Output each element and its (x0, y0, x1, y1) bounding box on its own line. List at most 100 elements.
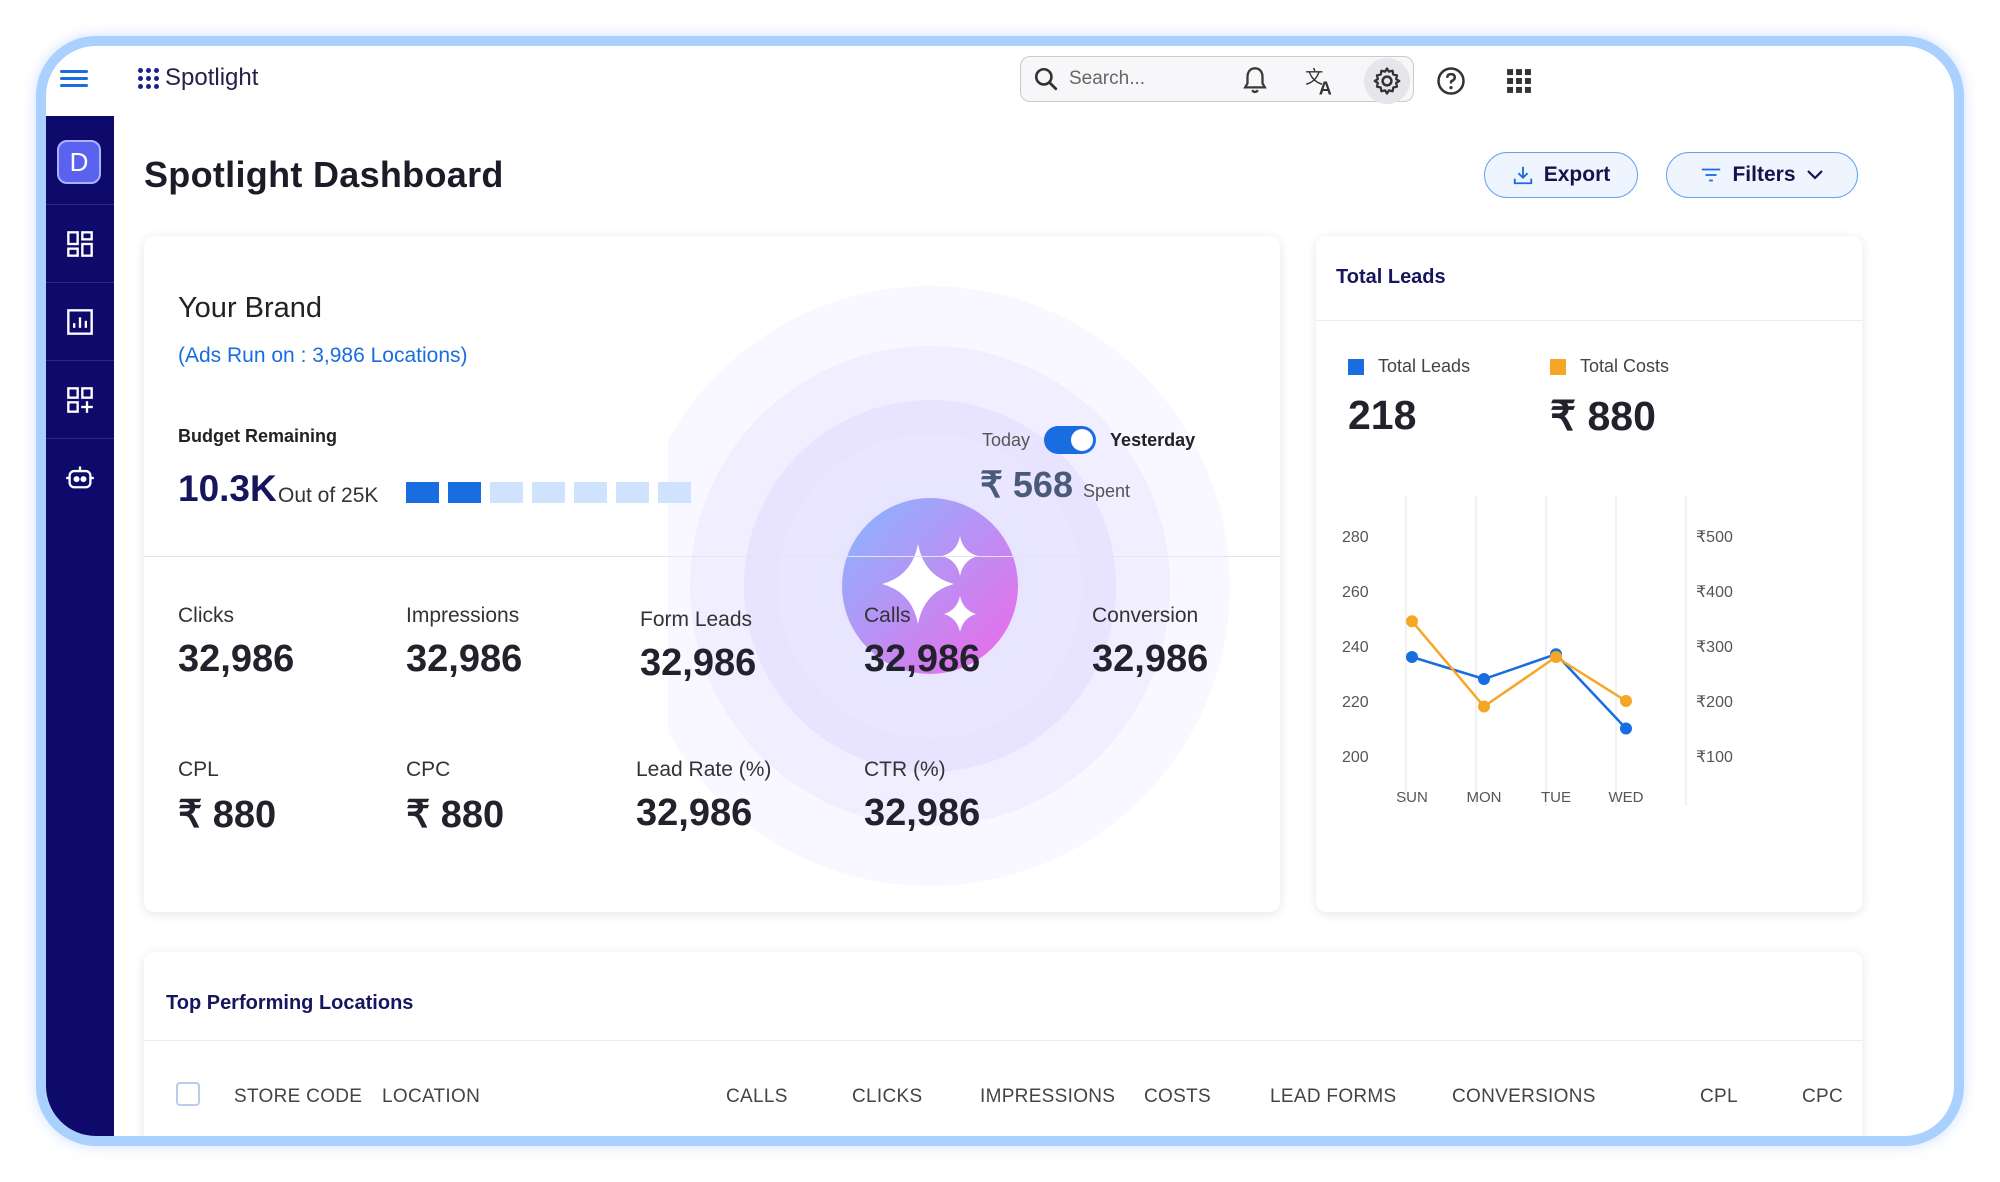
page-title: Spotlight Dashboard (144, 154, 504, 195)
column-header[interactable]: IMPRESSIONS (980, 1086, 1116, 1107)
column-header[interactable]: CLICKS (852, 1086, 923, 1107)
ads-run-locations[interactable]: (Ads Run on : 3,986 Locations) (178, 344, 468, 367)
help-icon[interactable] (1428, 58, 1474, 104)
top-bar: Spotlight 文A (46, 46, 1954, 116)
export-label: Export (1543, 163, 1611, 186)
settings-icon[interactable] (1364, 58, 1410, 104)
y-right-tick-label: ₹200 (1696, 694, 1733, 711)
x-tick-label: SUN (1396, 789, 1428, 806)
spent-summary: ₹ 568 Spent (980, 464, 1130, 506)
column-header[interactable]: STORE CODE (234, 1086, 363, 1107)
download-icon (1513, 166, 1532, 185)
filter-icon (1702, 168, 1721, 182)
legend-swatch-blue (1348, 358, 1364, 375)
series-line (1411, 620, 1627, 709)
logo-dots-icon (138, 67, 159, 89)
legend-label: Total Costs (1580, 356, 1670, 376)
data-point (1620, 722, 1632, 735)
filters-button[interactable]: Filters (1666, 152, 1858, 198)
metric-label: Lead Rate (%) (636, 758, 772, 781)
metric-label: Clicks (178, 604, 234, 627)
column-header[interactable]: LEAD FORMS (1270, 1086, 1397, 1107)
budget-segment (574, 482, 607, 503)
menu-icon[interactable] (60, 66, 88, 94)
metric-value: 32,986 (640, 642, 757, 684)
apps-grid-icon[interactable] (1496, 58, 1542, 104)
metric-form-leads: Form Leads 32,986 (640, 608, 756, 685)
column-header[interactable]: CALLS (726, 1086, 788, 1107)
spent-amount: ₹ 568 (980, 464, 1073, 505)
app-name: Spotlight (165, 64, 259, 91)
legend-label: Total Leads (1378, 356, 1471, 376)
metric-label: Form Leads (640, 608, 753, 631)
select-all-checkbox[interactable] (176, 1082, 200, 1106)
column-header[interactable]: LOCATION (382, 1086, 481, 1107)
metric-label: CPC (406, 758, 451, 781)
metric-value: 32,986 (864, 638, 981, 680)
y-right-tick-label: ₹400 (1696, 584, 1733, 601)
data-point (1550, 651, 1562, 663)
day-toggle-group: Today Yesterday (982, 426, 1195, 454)
svg-text:文: 文 (1305, 67, 1323, 87)
search-box[interactable] (1020, 56, 1414, 102)
export-button[interactable]: Export (1484, 152, 1638, 198)
metric-label: Conversion (1092, 604, 1199, 627)
search-input[interactable] (1069, 68, 1389, 90)
metric-value: ₹ 880 (178, 794, 277, 836)
metric-value: 32,986 (1092, 638, 1209, 680)
y-right-tick-label: ₹100 (1696, 749, 1733, 766)
budget-total: Out of 25K (278, 484, 379, 507)
column-header[interactable]: CONVERSIONS (1452, 1086, 1596, 1107)
brand-name: Your Brand (178, 292, 323, 324)
data-point (1406, 615, 1418, 628)
toggle-label-today: Today (982, 429, 1031, 450)
column-header[interactable]: CPL (1700, 1086, 1738, 1107)
y-left-tick-label: 260 (1342, 584, 1369, 601)
total-leads-value: 218 (1348, 392, 1417, 438)
avatar[interactable]: D (57, 140, 101, 184)
day-toggle-switch[interactable] (1044, 426, 1097, 454)
bell-icon[interactable] (1232, 58, 1278, 104)
metric-value: ₹ 880 (406, 794, 505, 836)
app-logo[interactable]: Spotlight (138, 64, 258, 92)
budget-segment (532, 482, 565, 503)
total-leads-card: Total Leads Total Leads 218 Total Costs … (1316, 236, 1862, 912)
sidebar-item-dashboard[interactable] (46, 204, 114, 282)
y-right-tick-label: ₹500 (1696, 529, 1733, 546)
metric-clicks: Clicks 32,986 (178, 604, 294, 681)
app-frame: Spotlight 文A D (36, 36, 1964, 1146)
series-line (1411, 652, 1627, 730)
filters-label: Filters (1732, 163, 1796, 186)
metric-value: 32,986 (864, 792, 981, 834)
column-header[interactable]: CPC (1802, 1086, 1844, 1107)
metric-label: Calls (864, 604, 911, 627)
budget-remaining-value: 10.3K (178, 468, 277, 509)
legend-total-leads: Total Leads (1348, 356, 1470, 377)
column-header[interactable]: COSTS (1144, 1086, 1211, 1107)
toggle-label-yesterday: Yesterday (1110, 429, 1196, 450)
svg-text:A: A (1319, 79, 1332, 96)
sidebar-item-bot[interactable] (46, 438, 114, 516)
table-title: Top Performing Locations (166, 992, 414, 1014)
x-tick-label: WED (1609, 789, 1644, 806)
budget-segment (448, 482, 481, 503)
metric-value: 32,986 (178, 638, 295, 680)
sidebar-item-add-widget[interactable] (46, 360, 114, 438)
add-widget-icon (67, 386, 93, 413)
budget-label: Budget Remaining (178, 426, 338, 446)
budget-segment (406, 482, 439, 503)
budget-progress-bar (406, 482, 691, 503)
metric-calls: Calls 32,986 (864, 604, 980, 681)
x-tick-label: TUE (1541, 789, 1571, 806)
sidebar-item-reports[interactable] (46, 282, 114, 360)
top-locations-card: Top Performing Locations STORE CODE LOCA… (144, 952, 1862, 1136)
metric-lead-rate: Lead Rate (%) 32,986 (636, 758, 771, 835)
chevron-down-icon (1806, 170, 1823, 180)
leads-line-chart: 280 260 240 220 200 ₹500 ₹400 ₹300 ₹200 ₹100 SUN MO… (1342, 496, 1733, 806)
y-left-tick-label: 220 (1342, 694, 1369, 711)
metric-conversion: Conversion 32,986 (1092, 604, 1208, 681)
card-title: Total Leads (1336, 266, 1446, 288)
table-divider (144, 1040, 1862, 1041)
budget-segment (658, 482, 691, 503)
